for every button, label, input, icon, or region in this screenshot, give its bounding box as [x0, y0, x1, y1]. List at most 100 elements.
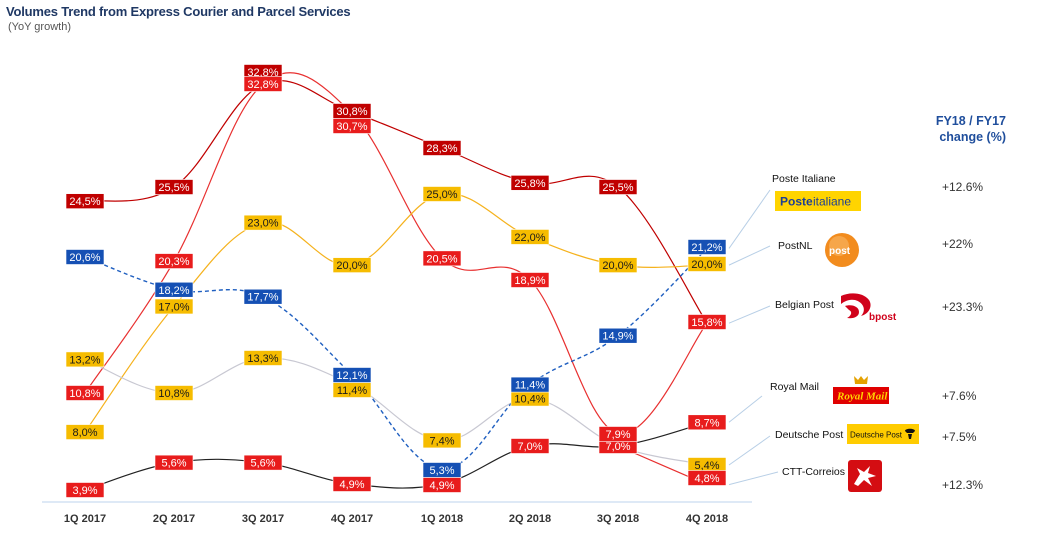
data-labels: 13,2% 10,8% 13,3% 11,4% 7,4% 10,4% 7,0% 5,4% 8,0…	[65, 64, 727, 498]
svg-text:18,2%: 18,2%	[158, 285, 189, 297]
data-label-poste-6: 22,0%	[510, 229, 550, 245]
change-ctt-correios: +12.3%	[942, 478, 984, 492]
data-label-royal-6: 7,0%	[510, 438, 550, 454]
change-deutsche-post: +7.5%	[942, 430, 977, 444]
svg-text:8,0%: 8,0%	[72, 427, 97, 439]
x-tick-label: 1Q 2017	[64, 513, 106, 525]
svg-text:13,3%: 13,3%	[247, 353, 278, 365]
svg-text:10,8%: 10,8%	[158, 388, 189, 400]
svg-text:25,5%: 25,5%	[158, 182, 189, 194]
svg-text:11,4%: 11,4%	[515, 380, 546, 392]
data-label-blue-7: 14,9%	[598, 327, 638, 344]
data-label-belgian-2: 20,3%	[154, 253, 194, 269]
data-label-royal-8: 8,7%	[687, 414, 727, 431]
svg-text:28,3%: 28,3%	[426, 143, 457, 155]
svg-text:15,8%: 15,8%	[691, 317, 722, 329]
data-label-blue-6: 11,4%	[510, 376, 550, 393]
svg-text:22,0%: 22,0%	[514, 232, 545, 244]
data-label-postnl-6: 25,8%	[510, 175, 550, 191]
svg-text:7,0%: 7,0%	[517, 441, 542, 453]
svg-text:5,3%: 5,3%	[429, 465, 454, 477]
svg-text:25,0%: 25,0%	[426, 189, 457, 201]
svg-text:32,8%: 32,8%	[247, 67, 278, 79]
ctt-logo	[848, 460, 882, 497]
data-label-belgian-8: 15,8%	[687, 314, 727, 330]
change-belgian-post: +23.3%	[942, 300, 984, 314]
company-name-deutsche-post: Deutsche Post	[775, 429, 844, 441]
svg-text:21,2%: 21,2%	[691, 242, 722, 254]
svg-text:10,8%: 10,8%	[69, 388, 100, 400]
chart-title: Volumes Trend from Express Courier and P…	[6, 4, 351, 19]
x-tick-label: 3Q 2018	[597, 513, 639, 525]
svg-text:Deutsche Post: Deutsche Post	[850, 431, 903, 440]
data-label-poste-8: 20,0%	[687, 256, 727, 272]
data-label-belgian-7: 7,9%	[598, 426, 638, 442]
change-royal-mail: +7.6%	[942, 389, 977, 403]
leader-line-ctt	[728, 471, 779, 486]
company-name-royal-mail: Royal Mail	[770, 381, 820, 393]
svg-text:20,3%: 20,3%	[158, 256, 189, 268]
svg-text:4,9%: 4,9%	[339, 479, 364, 491]
data-label-postnl-1: 24,5%	[65, 193, 105, 209]
bpost-logo: bpost	[839, 290, 901, 327]
svg-text:17,0%: 17,0%	[158, 301, 189, 313]
leader-line-poste	[728, 245, 771, 266]
data-label-poste-5: 25,0%	[422, 186, 462, 202]
data-label-ctt-8: 4,8%	[687, 470, 727, 486]
data-label-postnl-2: 25,5%	[154, 179, 194, 195]
data-label-poste-1: 8,0%	[65, 424, 105, 440]
svg-text:18,9%: 18,9%	[514, 275, 545, 287]
x-tick-label: 4Q 2018	[686, 513, 728, 525]
svg-text:8,7%: 8,7%	[694, 417, 719, 429]
company-name-ctt-correios: CTT-Correios	[782, 466, 846, 478]
leader-line-deutsche	[728, 435, 771, 466]
data-label-deutsche-3: 13,3%	[243, 350, 283, 366]
data-label-postnl-3: 32,8%	[243, 64, 283, 80]
postnl-logo: post	[823, 231, 861, 274]
poste-italiane-logo: Poste italiane	[775, 191, 861, 216]
data-label-deutsche-4: 11,4%	[332, 382, 372, 398]
data-label-poste-7: 20,0%	[598, 257, 638, 273]
x-tick-labels: 1Q 2017 2Q 2017 3Q 2017 4Q 2017 1Q 2018 2Q 20…	[64, 513, 728, 525]
svg-text:12,1%: 12,1%	[336, 370, 367, 382]
svg-text:Poste: Poste	[780, 195, 813, 209]
data-label-blue-3: 17,7%	[243, 288, 283, 305]
svg-text:Royal Mail: Royal Mail	[836, 391, 888, 403]
data-label-belgian-4: 30,7%	[332, 118, 372, 134]
svg-text:20,6%: 20,6%	[69, 252, 100, 264]
svg-text:bpost: bpost	[869, 312, 897, 322]
data-label-postnl-4: 30,8%	[332, 103, 372, 119]
data-label-royal-7: 7,0%	[598, 438, 638, 454]
data-label-belgian-3: 32,8%	[243, 76, 283, 92]
data-label-poste-4: 20,0%	[332, 257, 372, 273]
data-label-deutsche-5: 7,4%	[422, 432, 462, 449]
svg-text:5,6%: 5,6%	[250, 458, 275, 470]
data-label-belgian-1: 10,8%	[65, 385, 105, 401]
royal-mail-logo: Royal Mail	[832, 374, 890, 411]
svg-text:24,5%: 24,5%	[69, 196, 100, 208]
svg-text:10,4%: 10,4%	[514, 394, 545, 406]
data-label-blue-2: 18,2%	[154, 281, 194, 298]
svg-text:11,4%: 11,4%	[337, 385, 368, 397]
svg-text:20,0%: 20,0%	[336, 260, 367, 272]
data-label-royal-1: 3,9%	[65, 482, 105, 498]
data-label-deutsche-6: 10,4%	[510, 390, 550, 407]
data-label-postnl-7: 25,5%	[598, 179, 638, 195]
svg-text:30,7%: 30,7%	[336, 121, 367, 133]
svg-text:5,4%: 5,4%	[694, 460, 719, 472]
company-name-postnl: PostNL	[778, 240, 813, 252]
svg-text:25,5%: 25,5%	[602, 182, 633, 194]
data-label-deutsche-1: 13,2%	[65, 351, 105, 368]
svg-text:7,0%: 7,0%	[605, 441, 630, 453]
data-label-deutsche-2: 10,8%	[154, 385, 194, 401]
x-tick-label: 2Q 2017	[153, 513, 195, 525]
data-label-belgian-6: 18,9%	[510, 272, 550, 288]
data-label-royal-4: 4,9%	[332, 476, 372, 492]
svg-text:20,0%: 20,0%	[602, 260, 633, 272]
x-tick-label: 4Q 2017	[331, 513, 373, 525]
svg-text:20,0%: 20,0%	[691, 259, 722, 271]
svg-text:32,8%: 32,8%	[247, 79, 278, 91]
company-name-poste-italiane: Poste Italiane	[772, 173, 836, 185]
fy-change-header: FY18 / FY17 change (%)	[935, 114, 1006, 144]
